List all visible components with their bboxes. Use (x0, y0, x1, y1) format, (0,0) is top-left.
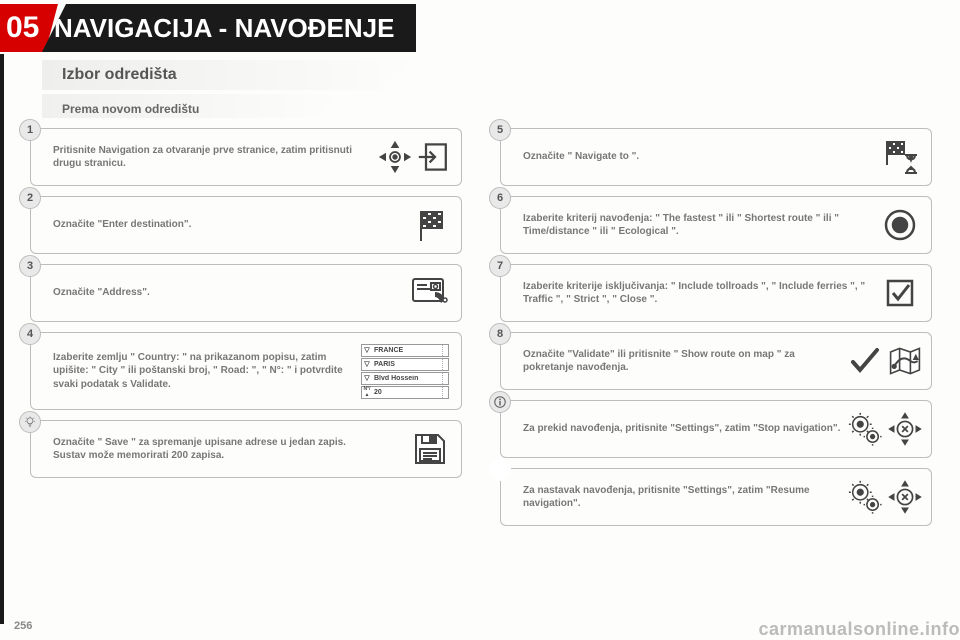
step-badge-2-num: 2 (27, 192, 33, 204)
step-badge-7: 7 (489, 255, 511, 277)
step-badge-6: 6 (489, 187, 511, 209)
step-8-text: Označite "Validate" ili pritisnite " Sho… (509, 348, 847, 375)
list-row-number: N°/▲20 (361, 386, 449, 399)
step-5-text: Označite " Navigate to ". (509, 150, 877, 164)
subheading-2: Prema novom odredištu (62, 102, 199, 116)
step-badge-4-num: 4 (27, 328, 33, 340)
step-3: 3 Označite "Address". (30, 264, 462, 322)
right-column: 5 Označite " Navigate to ". (500, 128, 932, 536)
list-row-city: ▽PARIS (361, 358, 449, 371)
check-icon (847, 341, 883, 381)
step-badge-3: 3 (19, 255, 41, 277)
flag-hourglass-icon (877, 137, 923, 177)
step-4: 4 Izaberite zemlju " Country: " na prika… (30, 332, 462, 410)
gears-icon-2 (847, 477, 883, 517)
enter-icon (417, 137, 453, 177)
step-5: 5 Označite " Navigate to ". (500, 128, 932, 186)
step-badge-4: 4 (19, 323, 41, 345)
tip-badge-icon (19, 411, 41, 433)
radio-button-icon (877, 205, 923, 245)
info-stop-navigation: Za prekid navođenja, pritisnite "Setting… (500, 400, 932, 458)
info-resume-navigation: Za nastavak navođenja, pritisnite "Setti… (500, 468, 932, 526)
map-route-icon (887, 341, 923, 381)
section-title: NAVIGACIJA - NAVOĐENJE (54, 13, 394, 43)
address-list: ▽FRANCE ▽PARIS ▽Blvd Hossein N°/▲20 (361, 344, 449, 399)
info-badge-2 (489, 459, 511, 481)
info-icon (494, 396, 506, 408)
info-resume-text: Za nastavak navođenja, pritisnite "Setti… (509, 484, 847, 511)
step-1-text: Pritisnite Navigation za otvaranje prve … (39, 144, 377, 171)
step-badge-2: 2 (19, 187, 41, 209)
step-4-text: Izaberite zemlju " Country: " na prikaza… (39, 351, 361, 392)
step-badge-7-num: 7 (497, 260, 503, 272)
subheading-2-wrap: Prema novom odredištu (62, 100, 199, 118)
left-bar-decoration (0, 54, 4, 624)
step-2: 2 Označite "Enter destination". (30, 196, 462, 254)
dpad-cancel-icon-2 (887, 477, 923, 517)
dpad-icon (377, 137, 413, 177)
dpad-cancel-icon (887, 409, 923, 449)
left-column: 1 Pritisnite Navigation za otvaranje prv… (30, 128, 462, 488)
step-2-text: Označite "Enter destination". (39, 218, 407, 232)
subheading-1: Izbor odredišta (62, 66, 177, 83)
footer-watermark: carmanualsonline.info (758, 619, 960, 640)
step-badge-3-num: 3 (27, 260, 33, 272)
section-title-tab: NAVIGACIJA - NAVOĐENJE (42, 4, 416, 52)
section-number: 05 (6, 11, 39, 44)
step-badge-8-num: 8 (497, 328, 503, 340)
checkbox-icon (877, 273, 923, 313)
step-8: 8 Označite "Validate" ili pritisnite " S… (500, 332, 932, 390)
step-badge-1-num: 1 (27, 124, 33, 136)
list-row-road: ▽Blvd Hossein (361, 372, 449, 385)
step-7: 7 Izaberite kriterije isključivanja: " I… (500, 264, 932, 322)
step-3-text: Označite "Address". (39, 286, 407, 300)
list-row-country: ▽FRANCE (361, 344, 449, 357)
subheading-1-wrap: Izbor odredišta (62, 66, 177, 84)
step-7-text: Izaberite kriterije isključivanja: " Inc… (509, 280, 877, 307)
step-badge-5-num: 5 (497, 124, 503, 136)
step-6: 6 Izaberite kriterij navođenja: " The fa… (500, 196, 932, 254)
step-badge-6-num: 6 (497, 192, 503, 204)
info-badge-1 (489, 391, 511, 413)
gears-icon (847, 409, 883, 449)
step-1: 1 Pritisnite Navigation za otvaranje prv… (30, 128, 462, 186)
flag-icon (407, 205, 453, 245)
step-badge-1: 1 (19, 119, 41, 141)
step-badge-5: 5 (489, 119, 511, 141)
save-floppy-icon (407, 429, 453, 469)
address-card-icon (407, 273, 453, 313)
info-stop-text: Za prekid navođenja, pritisnite "Setting… (509, 422, 847, 436)
manual-page: 05 NAVIGACIJA - NAVOĐENJE Izbor odredišt… (0, 0, 960, 640)
page-number: 256 (14, 620, 32, 632)
step-badge-8: 8 (489, 323, 511, 345)
tip-save-text: Označite " Save " za spremanje upisane a… (39, 436, 407, 463)
section-header: 05 NAVIGACIJA - NAVOĐENJE (0, 4, 416, 52)
lightbulb-icon (24, 416, 36, 428)
tip-save: Označite " Save " za spremanje upisane a… (30, 420, 462, 478)
step-6-text: Izaberite kriterij navođenja: " The fast… (509, 212, 877, 239)
